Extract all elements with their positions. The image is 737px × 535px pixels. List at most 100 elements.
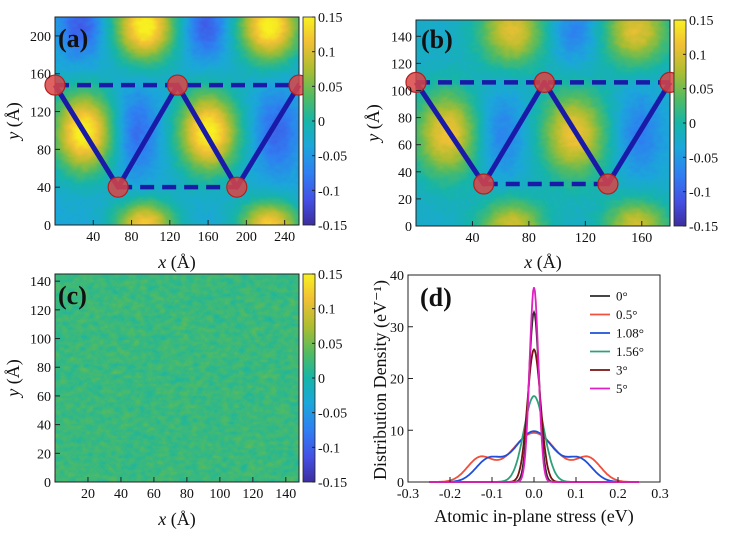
panel-a-moire-point: [166, 74, 189, 96]
panel-b-moire-point: [405, 71, 427, 93]
panel-d-series-line: [429, 431, 639, 483]
panel-b-ylabel: y (Å): [363, 104, 384, 144]
panel-b-moire-point: [597, 173, 619, 195]
panel-b-xlabel: x (Å): [523, 252, 562, 273]
panel-b-ytick-label: 40: [398, 166, 412, 181]
panel-b-colorbar-tick-label: 0.05: [689, 83, 714, 98]
panel-c-ytick-label: 20: [37, 447, 51, 462]
panel-c-xtick-label: 20: [81, 487, 95, 502]
panel-a-xtick-label: 160: [198, 230, 219, 245]
panel-c-label: (c): [58, 281, 87, 310]
panel-c-colorbar-tick-label: -0.15: [318, 476, 347, 491]
panel-b-heatmap: 40 80 120 160 0 20 40 60 80 100 120 140 (b) x (Å) y…: [363, 14, 718, 273]
panel-b-xtick-label: 120: [575, 231, 596, 246]
panel-c-colorbar-tick-label: 0.1: [318, 303, 336, 318]
panel-b-ytick-label: 20: [398, 193, 412, 208]
panel-c-colorbar-tick-label: -0.1: [318, 441, 340, 456]
panel-d-ytick-label: 0: [397, 476, 404, 491]
panel-c-ytick-label: 0: [44, 476, 51, 491]
panel-d-ylabel: Distribution Density (eV⁻¹): [370, 280, 391, 480]
panel-d-legend-label: 5°: [616, 381, 628, 396]
panel-b-ytick-label: 140: [391, 30, 412, 45]
panel-c-ytick-label: 40: [37, 419, 51, 434]
panel-d-ytick-label: 20: [390, 373, 404, 388]
panel-b-stress-map: [416, 20, 670, 226]
panel-b-xtick-label: 80: [522, 231, 536, 246]
panel-a-heatmap: 40 80 120 160 200 240 0 40 80 120 160 200 (a) x (Å)…: [3, 11, 347, 273]
panel-a-xlabel: x (Å): [157, 252, 196, 273]
panel-a-ytick-label: 120: [30, 106, 51, 121]
panel-b-colorbar-tick-label: -0.1: [689, 186, 711, 201]
panel-c-ytick-label: 100: [30, 333, 51, 348]
panel-b-colorbar-tick-label: 0.15: [689, 14, 714, 29]
panel-c-ytick-label: 120: [30, 304, 51, 319]
panel-d-xtick-label: -0.3: [397, 487, 419, 502]
panel-b-colorbar: 0.15 0.1 0.05 0 -0.05 -0.1 -0.15: [673, 14, 718, 235]
panel-c-ytick-label: 80: [37, 361, 51, 376]
panel-d-label: (d): [420, 283, 452, 312]
panel-c-xtick-label: 140: [275, 487, 296, 502]
panel-d-ytick-label: 30: [390, 321, 404, 336]
panel-d-axes: -0.3 -0.2 -0.1 0.0 0.1 0.2 0.3 0 10 20 30 40: [390, 269, 669, 502]
panel-d-legend: 0° 0.5° 1.08° 1.56° 3° 5°: [590, 289, 644, 396]
panel-d-legend-label: 1.08°: [616, 326, 644, 341]
panel-c-ytick-label: 60: [37, 390, 51, 405]
panel-c-colorbar-tick-label: 0.15: [318, 268, 343, 283]
panel-d-xtick-label: 0.3: [651, 487, 669, 502]
panel-d-xtick-label: -0.2: [439, 487, 461, 502]
panel-c-xlabel: x (Å): [157, 509, 196, 530]
panel-b-frame: [415, 19, 671, 227]
panel-b-colorbar-tick-label: -0.05: [689, 151, 718, 166]
panel-d-legend-label: 1.56°: [616, 344, 644, 359]
panel-a-colorbar-tick-label: 0.15: [318, 11, 343, 26]
panel-c-ytick-label: 140: [30, 275, 51, 290]
panel-a-colorbar-tick-label: -0.1: [318, 184, 340, 199]
panel-d-xtick-label: 0.2: [609, 487, 627, 502]
panel-a-xtick-label: 200: [236, 230, 257, 245]
panel-c-xtick-label: 60: [147, 487, 161, 502]
panel-c-xtick-label: 80: [180, 487, 194, 502]
panel-c-colorbar-tick-label: 0.05: [318, 337, 343, 352]
panel-a-ytick-label: 0: [44, 219, 51, 234]
panel-d-ytick-label: 10: [390, 424, 404, 439]
panel-a-ytick-label: 80: [37, 143, 51, 158]
panel-a-xtick-label: 40: [86, 230, 100, 245]
panel-c-colorbar: 0.15 0.1 0.05 0 -0.05 -0.1 -0.15: [302, 268, 347, 491]
panel-b-ytick-label: 80: [398, 112, 412, 127]
panel-b-xtick-label: 160: [631, 231, 652, 246]
panel-a-colorbar-tick-label: 0.1: [318, 46, 336, 61]
panel-a-colorbar-tick-label: 0.05: [318, 80, 343, 95]
panel-d-xtick-label: 0.0: [525, 487, 543, 502]
panel-a-frame: [54, 16, 300, 226]
panel-d-line-chart: -0.3 -0.2 -0.1 0.0 0.1 0.2 0.3 0 10 20 30 40 0° 0.5°…: [370, 269, 669, 527]
panel-c-frame: [54, 273, 300, 483]
panel-a-ytick-label: 40: [37, 181, 51, 196]
panel-a-moire-point: [107, 176, 129, 198]
panel-a-stress-map: [55, 17, 299, 225]
panel-b-moire-point: [533, 71, 556, 93]
panel-a-ytick-label: 160: [30, 68, 51, 83]
panel-a-colorbar-tick-label: 0: [318, 115, 325, 130]
panel-b-colorbar-tick-label: -0.15: [689, 220, 718, 235]
panel-a-moire-point: [44, 74, 66, 96]
panel-b-ytick-label: 60: [398, 139, 412, 154]
panel-d-series-line: [429, 395, 639, 483]
panel-b-moire-point: [473, 173, 495, 195]
panel-b-xtick-label: 40: [465, 231, 479, 246]
panel-a-xtick-label: 80: [125, 230, 139, 245]
panel-a-ylabel: y (Å): [3, 102, 24, 142]
panel-c-xtick-label: 100: [209, 487, 230, 502]
panel-c-stress-map: [55, 274, 299, 482]
panel-d-xtick-label: -0.1: [481, 487, 503, 502]
panel-b-label: (b): [421, 25, 453, 54]
panel-c-colorbar-tick-label: 0: [318, 372, 325, 387]
panel-c-xtick-label: 40: [114, 487, 128, 502]
panel-a-xtick-label: 120: [159, 230, 180, 245]
panel-c-xtick-label: 120: [242, 487, 263, 502]
panel-d-series-line: [429, 309, 639, 483]
panel-d-series-line: [429, 430, 639, 483]
panel-d-xlabel: Atomic in-plane stress (eV): [434, 506, 633, 527]
panel-b-colorbar-tick-label: 0.1: [689, 48, 707, 63]
panel-a-colorbar-tick-label: -0.15: [318, 219, 347, 234]
